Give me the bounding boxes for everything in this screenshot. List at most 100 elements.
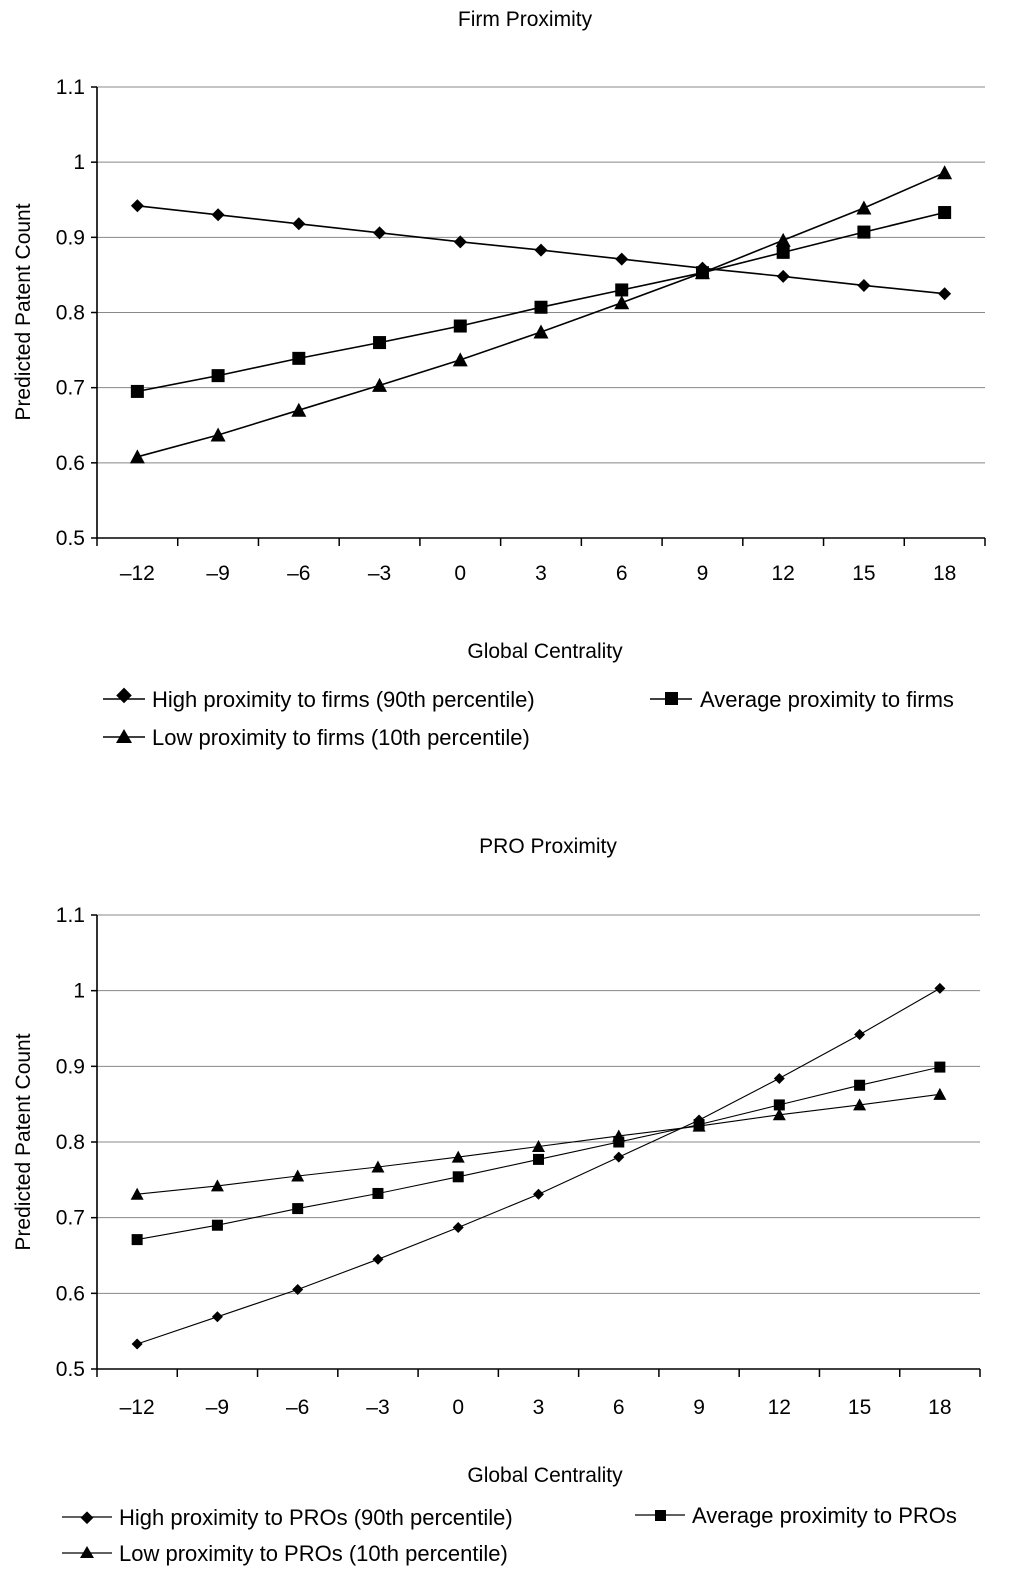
data-point-diamond bbox=[211, 1311, 223, 1323]
data-point-diamond bbox=[938, 287, 952, 301]
gridlines bbox=[97, 86, 985, 464]
data-point-triangle bbox=[291, 402, 307, 417]
gridlines bbox=[97, 914, 980, 1294]
legend-item-average: Average proximity to PROs bbox=[635, 1503, 957, 1528]
data-point-triangle bbox=[532, 1140, 545, 1153]
legend-marker-square bbox=[655, 1510, 666, 1521]
y-tick-label: 1.1 bbox=[56, 76, 85, 99]
chart-title: PRO Proximity bbox=[479, 835, 617, 858]
data-point-square bbox=[615, 283, 629, 297]
x-tick-label: –6 bbox=[286, 1396, 309, 1419]
data-point-diamond bbox=[130, 199, 144, 213]
data-point-triangle bbox=[129, 449, 145, 464]
data-point-triangle bbox=[772, 1108, 786, 1121]
y-tick-label: 0.9 bbox=[56, 1055, 85, 1078]
legend-label-average: Average proximity to PROs bbox=[692, 1503, 957, 1528]
data-point-diamond bbox=[292, 1284, 304, 1296]
x-tick-label: –3 bbox=[368, 562, 391, 585]
data-point-square bbox=[534, 300, 548, 314]
legend: High proximity to firms (90th percentile… bbox=[103, 687, 954, 750]
y-tick-labels: 0.5 0.6 0.7 0.8 0.9 1 1.1 bbox=[56, 904, 85, 1381]
data-point-diamond bbox=[857, 278, 871, 292]
data-point-square bbox=[776, 245, 790, 259]
x-tick-label: 6 bbox=[613, 1396, 625, 1419]
data-point-square bbox=[130, 384, 144, 398]
x-tick-label: –9 bbox=[206, 562, 229, 585]
data-point-triangle bbox=[210, 1179, 224, 1192]
x-tick-labels: –12 –9 –6 –3 0 3 6 9 12 15 18 bbox=[120, 1396, 952, 1419]
x-tick-label: 18 bbox=[928, 1396, 951, 1419]
data-point-square bbox=[211, 1219, 223, 1231]
y-tick-label: 0.8 bbox=[56, 302, 85, 325]
data-point-diamond bbox=[854, 1029, 866, 1041]
data-point-diamond bbox=[773, 1072, 785, 1084]
legend-label-average: Average proximity to firms bbox=[700, 687, 954, 712]
x-axis-label: Global Centrality bbox=[467, 1464, 623, 1487]
y-tick-label: 0.6 bbox=[56, 1282, 85, 1305]
x-axis-label: Global Centrality bbox=[467, 640, 623, 663]
legend-item-high: High proximity to firms (90th percentile… bbox=[103, 687, 535, 712]
data-point-triangle bbox=[856, 200, 872, 215]
data-point-triangle bbox=[451, 1150, 465, 1163]
series-line-triangle bbox=[137, 171, 945, 458]
x-tick-label: 18 bbox=[933, 562, 956, 585]
y-tick-label: 0.7 bbox=[56, 1207, 85, 1230]
legend-marker-triangle bbox=[80, 1546, 94, 1558]
y-tick-label: 0.7 bbox=[56, 377, 85, 400]
x-tick-label: –3 bbox=[366, 1396, 389, 1419]
data-point-square bbox=[854, 1079, 866, 1091]
x-tick-label: 9 bbox=[697, 562, 709, 585]
data-point-triangle bbox=[612, 1129, 626, 1142]
chart-title: Firm Proximity bbox=[458, 8, 593, 31]
data-point-diamond bbox=[934, 982, 946, 994]
data-point-diamond bbox=[372, 1253, 384, 1265]
data-point-square bbox=[211, 369, 225, 383]
y-tick-label: 1.1 bbox=[56, 904, 85, 927]
legend-label-low: Low proximity to firms (10th percentile) bbox=[152, 725, 530, 750]
data-point-square bbox=[373, 336, 387, 350]
y-tick-label: 1 bbox=[73, 151, 85, 174]
x-tick-label: –12 bbox=[120, 1396, 155, 1419]
data-point-triangle bbox=[853, 1098, 867, 1111]
data-point-triangle bbox=[694, 265, 710, 280]
data-point-square bbox=[613, 1136, 625, 1148]
y-tick-label: 1 bbox=[73, 980, 85, 1003]
data-point-triangle bbox=[692, 1119, 706, 1132]
y-tick-label: 0.8 bbox=[56, 1131, 85, 1154]
data-point-triangle bbox=[291, 1169, 305, 1182]
legend-label-high: High proximity to PROs (90th percentile) bbox=[119, 1505, 513, 1530]
legend-item-low: Low proximity to PROs (10th percentile) bbox=[62, 1541, 508, 1566]
y-tick-labels: 0.5 0.6 0.7 0.8 0.9 1 1.1 bbox=[56, 76, 85, 550]
data-point-square bbox=[131, 1234, 143, 1246]
y-tick-label: 0.5 bbox=[56, 527, 85, 550]
x-tick-label: 0 bbox=[452, 1396, 464, 1419]
data-point-square bbox=[292, 1203, 304, 1215]
data-point-square bbox=[857, 225, 871, 239]
legend-marker-square bbox=[665, 692, 678, 705]
legend-marker-triangle bbox=[116, 729, 132, 743]
data-point-diamond bbox=[452, 1222, 464, 1234]
data-point-square bbox=[372, 1187, 384, 1199]
y-tick-label: 0.9 bbox=[56, 226, 85, 249]
legend: High proximity to PROs (90th percentile)… bbox=[62, 1503, 957, 1566]
pro-proximity-panel: PRO Proximity 0.50.60.70.80.911.1 –12 –9–… bbox=[12, 835, 981, 1566]
x-tick-label: 9 bbox=[693, 1396, 705, 1419]
x-tick-label: 15 bbox=[848, 1396, 871, 1419]
data-point-diamond bbox=[292, 217, 306, 231]
x-tick-label: 12 bbox=[772, 562, 795, 585]
series-group bbox=[129, 165, 953, 464]
legend-marker-diamond bbox=[116, 687, 132, 704]
data-point-diamond bbox=[534, 243, 548, 257]
x-tick-label: 3 bbox=[535, 562, 547, 585]
data-point-diamond bbox=[533, 1188, 544, 1200]
legend-item-low: Low proximity to firms (10th percentile) bbox=[103, 725, 530, 750]
axes bbox=[91, 86, 986, 546]
data-point-triangle bbox=[452, 352, 468, 367]
data-point-square bbox=[938, 206, 952, 220]
data-point-diamond bbox=[776, 269, 790, 283]
x-tick-label: 12 bbox=[768, 1396, 791, 1419]
firm-proximity-panel: Firm Proximity 0.5 0.6 0.7 0.8 0.9 1 1.1 –12 –9… bbox=[12, 8, 986, 750]
data-point-triangle bbox=[371, 1160, 385, 1173]
legend-label-low: Low proximity to PROs (10th percentile) bbox=[119, 1541, 508, 1566]
